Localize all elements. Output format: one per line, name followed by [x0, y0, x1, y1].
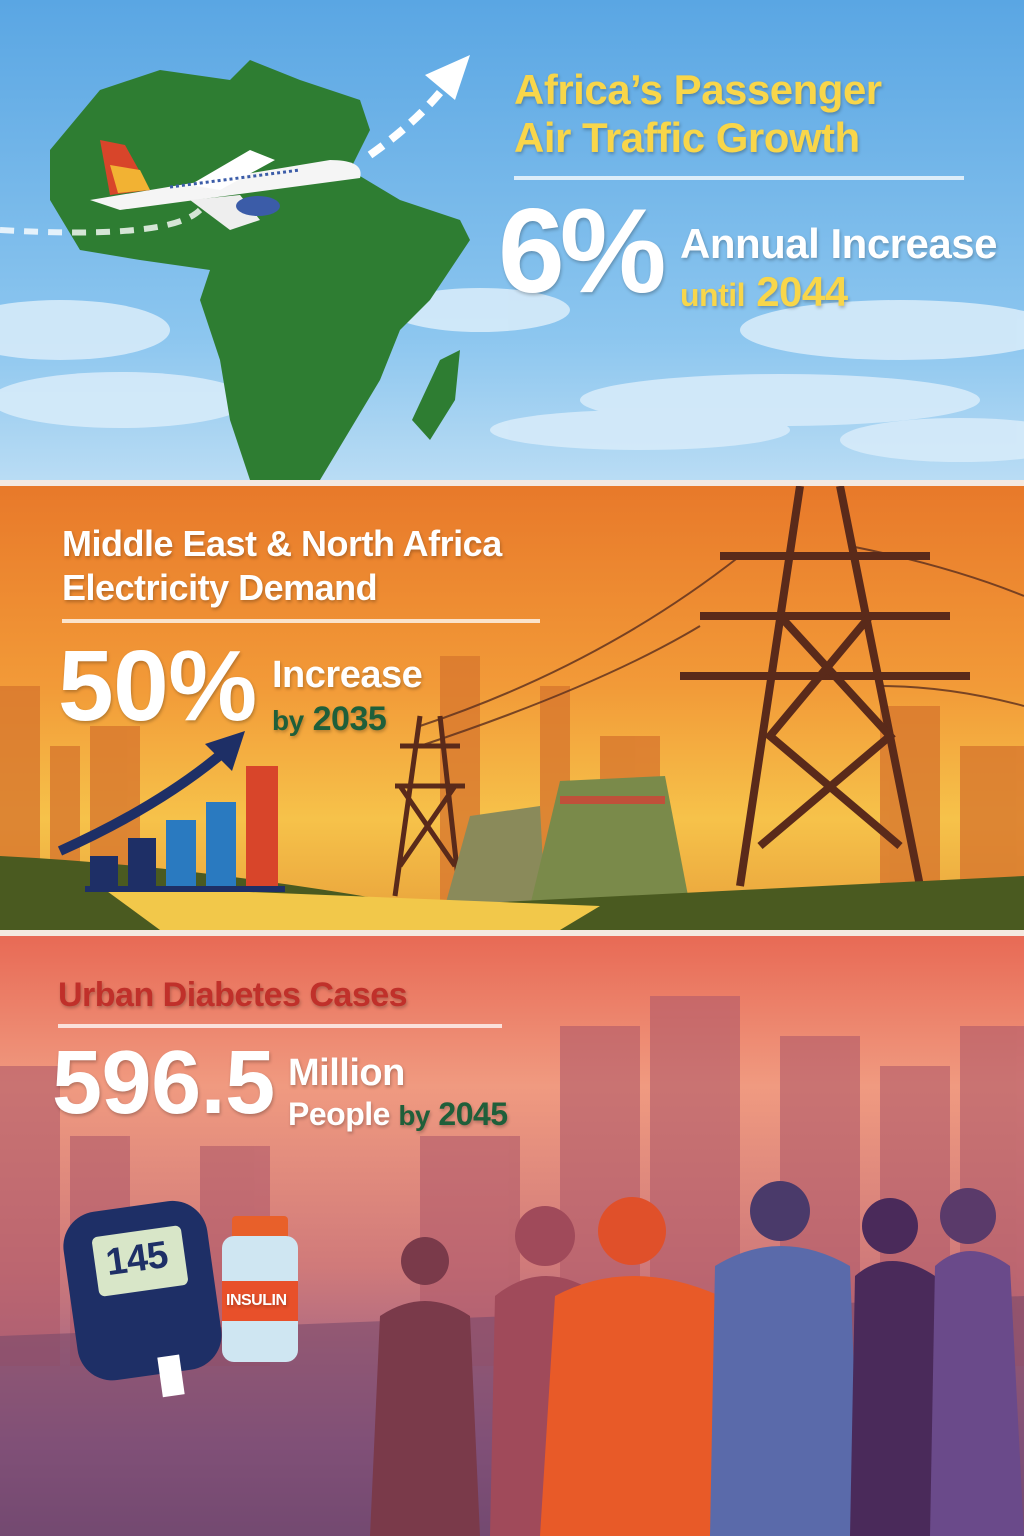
city-crowd-illustration — [0, 996, 1024, 1536]
cooling-tower — [445, 806, 545, 906]
electricity-title-line2: Electricity Demand — [62, 567, 378, 608]
electricity-stat-label: Increase — [272, 654, 423, 696]
sky-illustration — [0, 55, 1024, 480]
year: 2035 — [312, 700, 387, 738]
bar — [90, 856, 118, 886]
electricity-stat-year: by 2035 — [272, 700, 387, 739]
year: 2045 — [438, 1096, 508, 1132]
madagascar — [412, 350, 460, 440]
bar — [128, 838, 156, 886]
diabetes-panel: 145 INSULIN Urban Diabetes Cases 596.5 M… — [0, 936, 1024, 1536]
bar-chart-icon — [85, 766, 285, 892]
flight-path — [0, 207, 203, 236]
air-title-line1: Africa’s Passenger — [514, 66, 882, 113]
diabetes-stat-label: Million — [288, 1052, 405, 1094]
arrow-head-icon — [425, 55, 470, 100]
bar — [246, 766, 278, 886]
cooling-tower-2 — [530, 776, 690, 906]
diabetes-big-stat: 596.5 — [52, 1033, 275, 1133]
vial-label: INSULIN — [226, 1292, 287, 1309]
power-grid-illustration — [0, 486, 1024, 930]
air-title: Africa’s Passenger Air Traffic Growth — [514, 66, 882, 162]
power-tower-icon — [680, 486, 970, 887]
electricity-title-line1: Middle East & North Africa — [62, 523, 502, 564]
growth-arrow-icon — [57, 747, 229, 856]
small-power-tower-icon — [392, 715, 465, 897]
air-big-stat: 6% — [498, 184, 666, 318]
airplane-icon — [90, 140, 361, 230]
meter-reading: 145 — [103, 1233, 171, 1285]
electricity-title: Middle East & North Africa Electricity D… — [62, 522, 502, 610]
glucose-meter-icon — [63, 1200, 222, 1398]
africa-map — [50, 60, 470, 480]
bar — [206, 802, 236, 886]
people-word: People — [288, 1096, 390, 1132]
divider — [58, 1024, 502, 1028]
clouds — [0, 288, 1024, 462]
insulin-vial-icon — [222, 1216, 298, 1362]
diabetes-title: Urban Diabetes Cases — [58, 976, 408, 1014]
by-word: by — [398, 1100, 430, 1131]
until-word: until — [680, 277, 746, 313]
divider — [514, 176, 964, 180]
crowd-silhouettes — [370, 1181, 1024, 1536]
air-traffic-panel: Africa’s Passenger Air Traffic Growth 6%… — [0, 0, 1024, 480]
diabetes-stat-year: People by 2045 — [288, 1096, 508, 1133]
bar — [166, 820, 196, 886]
electricity-panel: Middle East & North Africa Electricity D… — [0, 486, 1024, 930]
air-title-line2: Air Traffic Growth — [514, 114, 860, 161]
air-stat-label: Annual Increase — [680, 220, 997, 267]
divider — [62, 619, 540, 623]
air-stat-year: until 2044 — [680, 268, 848, 316]
year: 2044 — [756, 268, 848, 315]
electricity-big-stat: 50% — [58, 630, 257, 742]
by-word: by — [272, 705, 304, 736]
